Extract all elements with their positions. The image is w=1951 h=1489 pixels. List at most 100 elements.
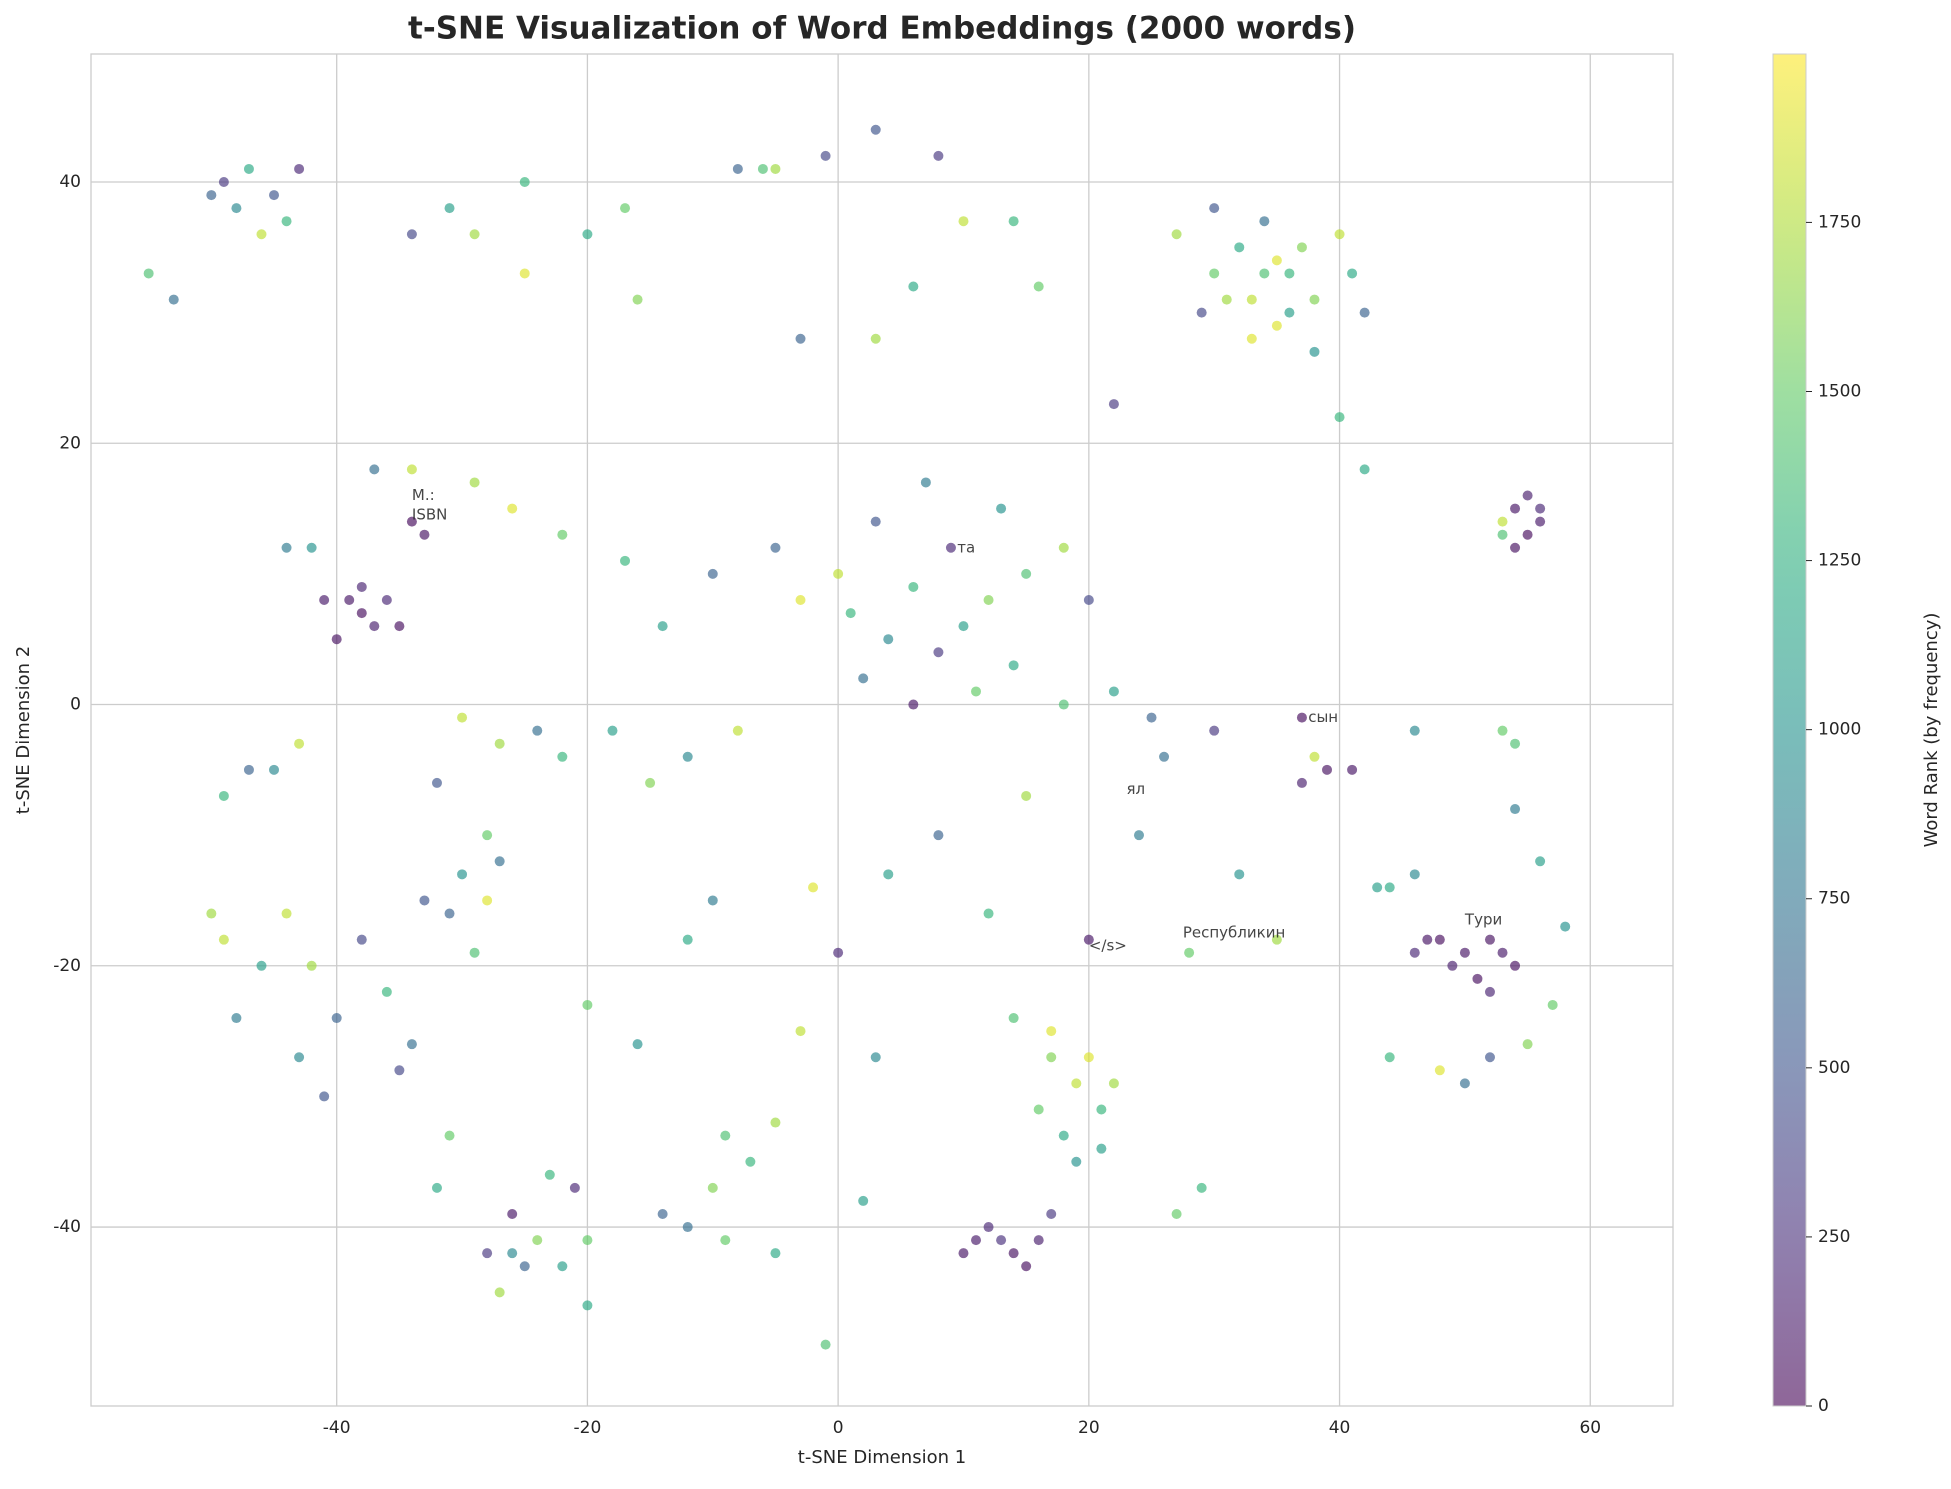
point [356, 581, 367, 592]
point [770, 163, 781, 174]
y-tick-label: -20 [53, 956, 81, 976]
point [1108, 686, 1119, 697]
plot-frame [90, 53, 1674, 1407]
point [933, 830, 944, 841]
point [682, 751, 693, 762]
point [1522, 1039, 1533, 1050]
point [469, 947, 480, 958]
colorbar-label: Word Rank (by frequency) [1921, 613, 1942, 848]
point [482, 895, 493, 906]
point [394, 621, 405, 632]
point [1171, 1208, 1182, 1219]
point [1271, 320, 1282, 331]
point [770, 542, 781, 553]
point [1046, 1208, 1057, 1219]
point [720, 1130, 731, 1141]
point [1046, 1052, 1057, 1063]
point [682, 1222, 693, 1233]
point [720, 1235, 731, 1246]
point [431, 1182, 442, 1193]
point [494, 856, 505, 867]
point [1522, 490, 1533, 501]
annotation: сын [1308, 708, 1338, 726]
point [1221, 294, 1232, 305]
point [933, 150, 944, 161]
point [870, 516, 881, 527]
point [1296, 777, 1307, 788]
point [858, 1195, 869, 1206]
point [732, 725, 743, 736]
point [1196, 1182, 1207, 1193]
point [1422, 934, 1433, 945]
colorbar-tick-label: 0 [1818, 1396, 1829, 1416]
point [1510, 542, 1521, 553]
point [1372, 882, 1383, 893]
point [1058, 699, 1069, 710]
point [1309, 751, 1320, 762]
point [1459, 947, 1470, 958]
point [820, 1339, 831, 1350]
point [319, 595, 330, 606]
point [707, 568, 718, 579]
point [369, 464, 380, 475]
point [607, 725, 618, 736]
point [243, 764, 254, 775]
point [482, 1248, 493, 1259]
point [1309, 294, 1320, 305]
point [1234, 869, 1245, 880]
annotation: ял [1126, 780, 1145, 798]
point [557, 529, 568, 540]
point [1008, 216, 1019, 227]
point [406, 1039, 417, 1050]
point [996, 1235, 1007, 1246]
point [1021, 568, 1032, 579]
point [519, 268, 530, 279]
point [1447, 960, 1458, 971]
point [1271, 255, 1282, 266]
colorbar-tick-label: 1000 [1818, 720, 1861, 740]
point [1459, 1078, 1470, 1089]
point [908, 581, 919, 592]
point [770, 1117, 781, 1128]
point [406, 229, 417, 240]
point [1033, 1235, 1044, 1246]
point [983, 1222, 994, 1233]
point [1347, 268, 1358, 279]
point [745, 1156, 756, 1167]
point [306, 542, 317, 553]
point [1284, 268, 1295, 279]
plot-background [91, 54, 1673, 1406]
point [1058, 1130, 1069, 1141]
point [1497, 516, 1508, 527]
point [444, 908, 455, 919]
point [306, 960, 317, 971]
point [908, 699, 919, 710]
point [1359, 464, 1370, 475]
colorbar-tick-label: 500 [1818, 1058, 1850, 1078]
colorbar-tick-label: 1250 [1818, 551, 1861, 571]
annotation: Тури [1464, 911, 1502, 929]
point [444, 1130, 455, 1141]
point [808, 882, 819, 893]
point [1008, 1248, 1019, 1259]
point [281, 542, 292, 553]
point [983, 908, 994, 919]
x-tick-label: 20 [1078, 1418, 1100, 1438]
chart-title: t-SNE Visualization of Word Embeddings (… [408, 11, 1356, 47]
point [1246, 333, 1257, 344]
point [406, 464, 417, 475]
point [1021, 1261, 1032, 1272]
point [419, 895, 430, 906]
point [833, 568, 844, 579]
point [218, 934, 229, 945]
point [206, 190, 217, 201]
point [632, 1039, 643, 1050]
point [1522, 529, 1533, 540]
point [1296, 712, 1307, 723]
point [1560, 921, 1571, 932]
point [544, 1169, 555, 1180]
point [920, 477, 931, 488]
point [1146, 712, 1157, 723]
